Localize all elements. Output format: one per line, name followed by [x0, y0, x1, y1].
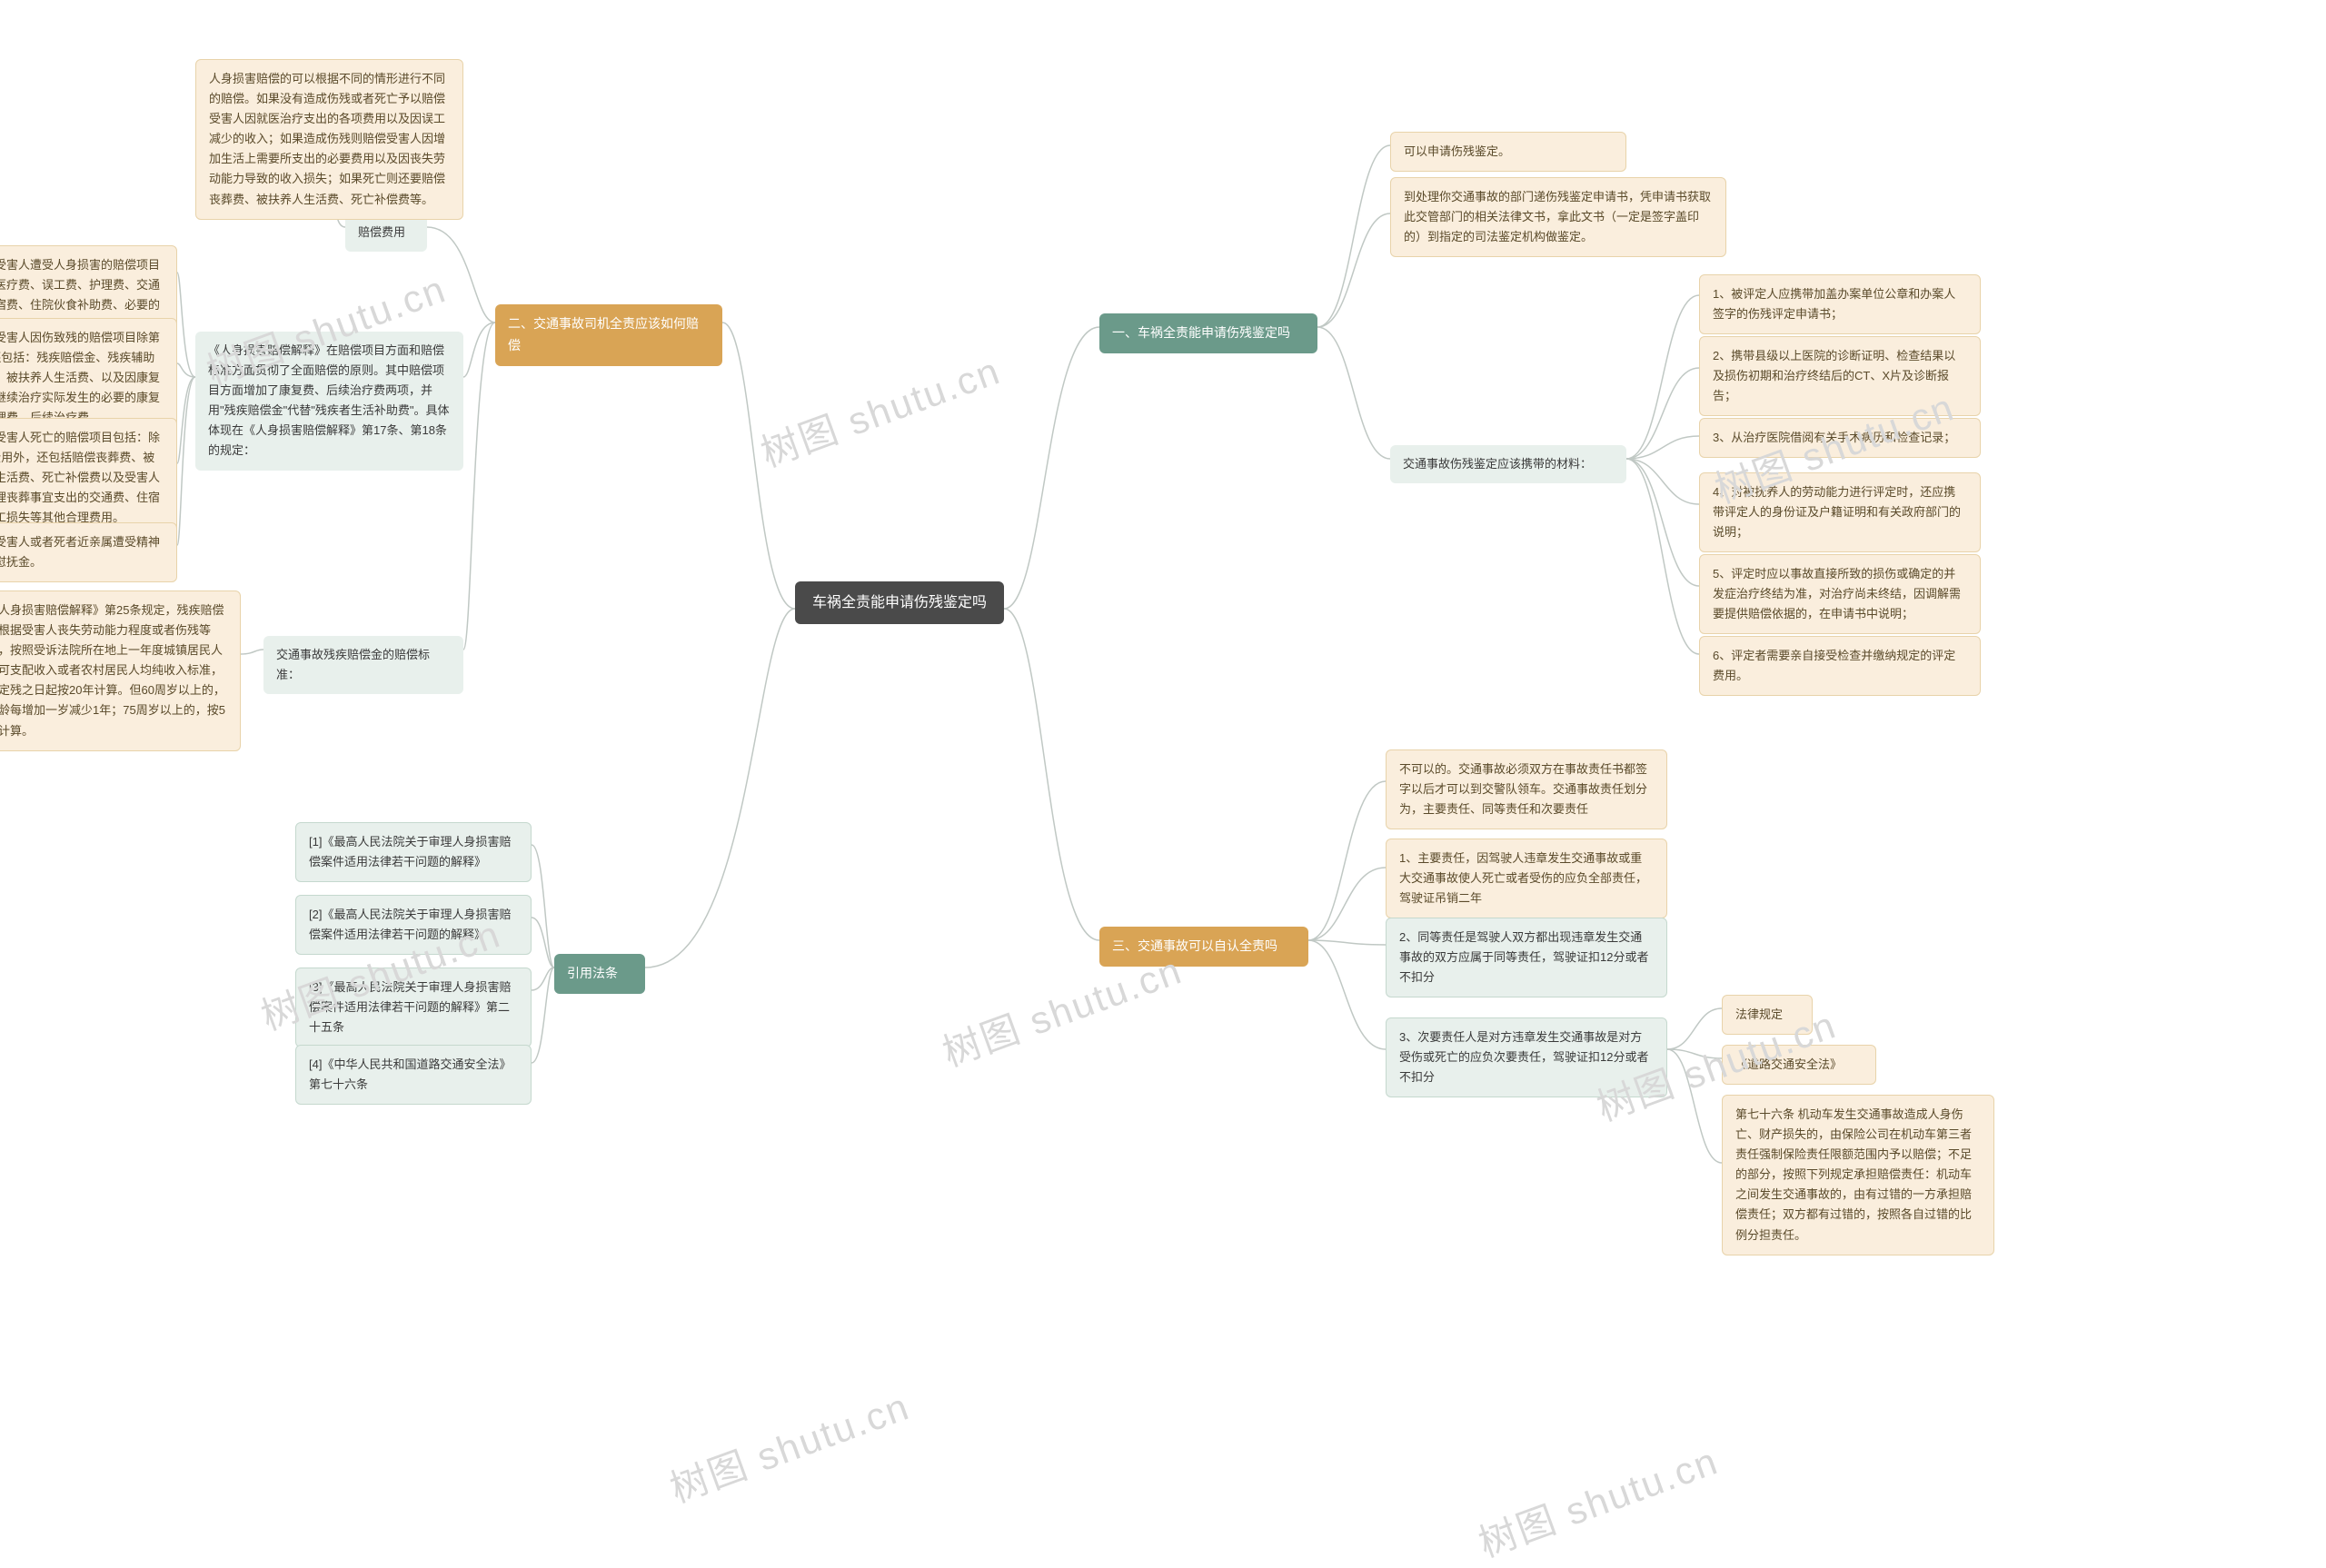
- b4-i1: [1]《最高人民法院关于审理人身损害赔偿案件适用法律若干问题的解释》: [295, 822, 532, 882]
- b1-c1: 可以申请伤残鉴定。: [1390, 132, 1626, 172]
- watermark: 树图 shutu.cn: [661, 1376, 917, 1514]
- b3-c4-i1: 法律规定: [1722, 995, 1813, 1035]
- b2-c2-i3: （三）受害人死亡的赔偿项目包括：除第1项费用外，还包括赔偿丧葬费、被扶养人生活费…: [0, 418, 177, 538]
- b4-i4: [4]《中华人民共和国道路交通安全法》第七十六条: [295, 1045, 532, 1105]
- b1-c3[interactable]: 交通事故伤残鉴定应该携带的材料：: [1390, 445, 1626, 483]
- b3-c2: 1、主要责任，因驾驶人违章发生交通事故或重大交通事故使人死亡或者受伤的应负全部责…: [1386, 839, 1667, 918]
- b3-c4-i3: 第七十六条 机动车发生交通事故造成人身伤亡、财产损失的，由保险公司在机动车第三者…: [1722, 1095, 1994, 1255]
- b1-c3-i6: 6、评定者需要亲自接受检查并缴纳规定的评定费用。: [1699, 636, 1981, 696]
- b3-c4-i2: 《道路交通安全法》: [1722, 1045, 1876, 1085]
- watermark: 树图 shutu.cn: [752, 341, 1008, 479]
- b1-c3-i1: 1、被评定人应携带加盖办案单位公章和办案人签字的伤残评定申请书；: [1699, 274, 1981, 334]
- b2-c3[interactable]: 交通事故残疾赔偿金的赔偿标准：: [263, 636, 463, 694]
- branch-3[interactable]: 三、交通事故可以自认全责吗: [1099, 927, 1308, 967]
- b1-c3-i5: 5、评定时应以事故直接所致的损伤或确定的并发症治疗终结为准，对治疗尚未终结，因调…: [1699, 554, 1981, 634]
- b1-c2: 到处理你交通事故的部门递伤残鉴定申请书，凭申请书获取此交管部门的相关法律文书，拿…: [1390, 177, 1726, 257]
- branch-2[interactable]: 二、交通事故司机全责应该如何赔偿: [495, 304, 722, 366]
- b3-c1: 不可以的。交通事故必须双方在事故责任书都签字以后才可以到交警队领车。交通事故责任…: [1386, 749, 1667, 829]
- b2-c1-leaf: 人身损害赔偿的可以根据不同的情形进行不同的赔偿。如果没有造成伤残或者死亡予以赔偿…: [195, 59, 463, 220]
- b1-c3-i2: 2、携带县级以上医院的诊断证明、检查结果以及损伤初期和治疗终结后的CT、X片及诊…: [1699, 336, 1981, 416]
- watermark: 树图 shutu.cn: [1470, 1431, 1725, 1568]
- branch-1[interactable]: 一、车祸全责能申请伤残鉴定吗: [1099, 313, 1317, 353]
- b4-i2: [2]《最高人民法院关于审理人身损害赔偿案件适用法律若干问题的解释》: [295, 895, 532, 955]
- b2-c2[interactable]: 《人身损害赔偿解释》在赔偿项目方面和赔偿标准方面贯彻了全面赔偿的原则。其中赔偿项…: [195, 332, 463, 471]
- branch-4[interactable]: 引用法条: [554, 954, 645, 994]
- b3-c3: 2、同等责任是驾驶人双方都出现违章发生交通事故的双方应属于同等责任，驾驶证扣12…: [1386, 918, 1667, 997]
- b1-c3-i3: 3、从治疗医院借阅有关手术病历和检查记录；: [1699, 418, 1981, 458]
- b1-c3-i4: 4、对被抚养人的劳动能力进行评定时，还应携带评定人的身份证及户籍证明和有关政府部…: [1699, 472, 1981, 552]
- b2-c2-i4: （四）受害人或者死者近亲属遭受精神损害的慰抚金。: [0, 522, 177, 582]
- b2-c3-leaf: 《人身损害赔偿解释》第25条规定，残疾赔偿金根据受害人丧失劳动能力程度或者伤残等…: [0, 590, 241, 751]
- b3-c4[interactable]: 3、次要责任人是对方违章发生交通事故是对方受伤或死亡的应负次要责任，驾驶证扣12…: [1386, 1017, 1667, 1097]
- b4-i3: [3]《最高人民法院关于审理人身损害赔偿案件适用法律若干问题的解释》第二十五条: [295, 968, 532, 1047]
- root-node[interactable]: 车祸全责能申请伤残鉴定吗: [795, 581, 1004, 624]
